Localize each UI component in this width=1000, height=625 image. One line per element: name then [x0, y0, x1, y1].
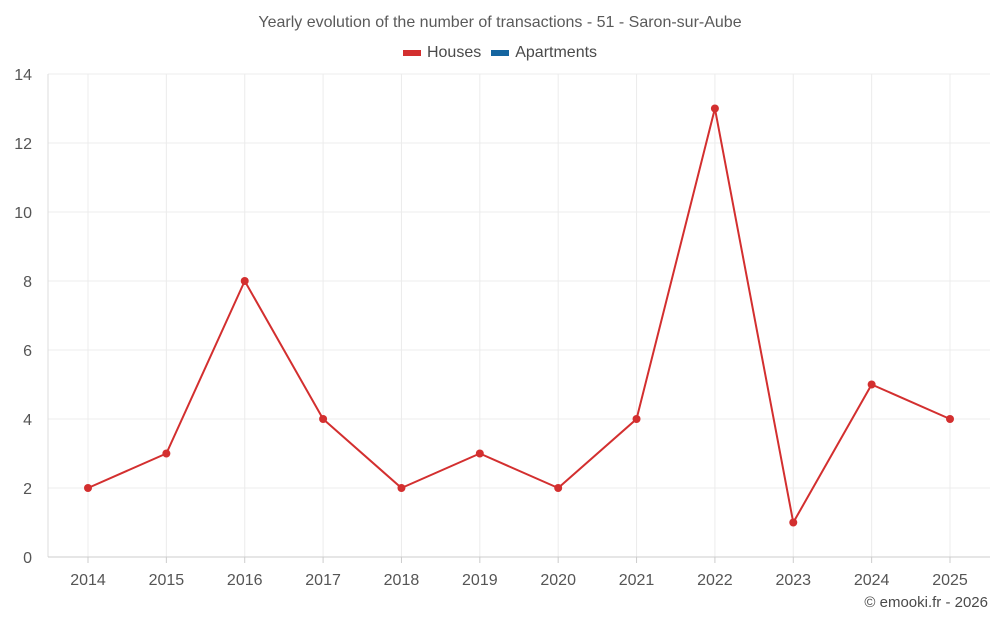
grid	[48, 73, 990, 557]
x-tick-label: 2019	[462, 572, 498, 589]
y-tick-label: 4	[23, 412, 32, 429]
x-tick-label: 2015	[149, 572, 185, 589]
data-point-houses[interactable]	[162, 449, 171, 458]
y-tick-label: 14	[14, 67, 32, 84]
y-tick-label: 6	[23, 343, 32, 360]
legend-label-houses: Houses	[426, 44, 482, 61]
y-tick-label: 10	[14, 205, 32, 222]
data-point-houses[interactable]	[946, 415, 954, 423]
x-tick-label: 2022	[697, 572, 733, 589]
x-tick-label: 2016	[227, 572, 263, 589]
legend-swatch-apartments	[491, 50, 510, 56]
axes: 0 2 4 6 8 10 12 14 2014 2015 2016 2017 2018 2019 2020 2…	[14, 67, 990, 589]
legend-label-apartments: Apartments	[515, 44, 598, 61]
series	[84, 104, 954, 527]
data-point-houses[interactable]	[789, 518, 798, 527]
credit-text: © emooki.fr - 2026	[864, 594, 988, 611]
data-point-houses[interactable]	[475, 449, 484, 458]
legend: Houses Apartments	[0, 44, 1000, 62]
chart-title: Yearly evolution of the number of transa…	[258, 14, 742, 31]
y-tick-label: 2	[23, 481, 32, 498]
data-point-houses[interactable]	[397, 484, 406, 492]
data-point-houses[interactable]	[240, 277, 249, 285]
y-tick-label: 12	[14, 136, 32, 153]
data-point-houses[interactable]	[554, 484, 563, 492]
y-tick-label: 8	[23, 274, 32, 291]
x-tick-label: 2020	[540, 572, 576, 589]
x-tick-label: 2025	[932, 572, 968, 589]
series-line-houses	[87, 107, 951, 524]
data-point-houses[interactable]	[632, 415, 641, 423]
x-tick-label: 2024	[854, 572, 890, 589]
legend-item-houses[interactable]: Houses	[402, 44, 482, 62]
legend-item-apartments[interactable]: Apartments	[491, 44, 597, 62]
x-tick-label: 2021	[619, 572, 655, 589]
legend-swatch-houses	[402, 50, 421, 56]
x-tick-label: 2023	[775, 572, 811, 589]
data-point-houses[interactable]	[319, 415, 328, 423]
x-tick-label: 2014	[70, 572, 106, 589]
x-tick-label: 2017	[305, 572, 341, 589]
data-point-houses[interactable]	[84, 484, 92, 492]
data-point-houses[interactable]	[710, 104, 719, 113]
x-tick-label: 2018	[384, 572, 420, 589]
y-tick-label: 0	[23, 550, 32, 567]
data-point-houses[interactable]	[867, 380, 876, 389]
